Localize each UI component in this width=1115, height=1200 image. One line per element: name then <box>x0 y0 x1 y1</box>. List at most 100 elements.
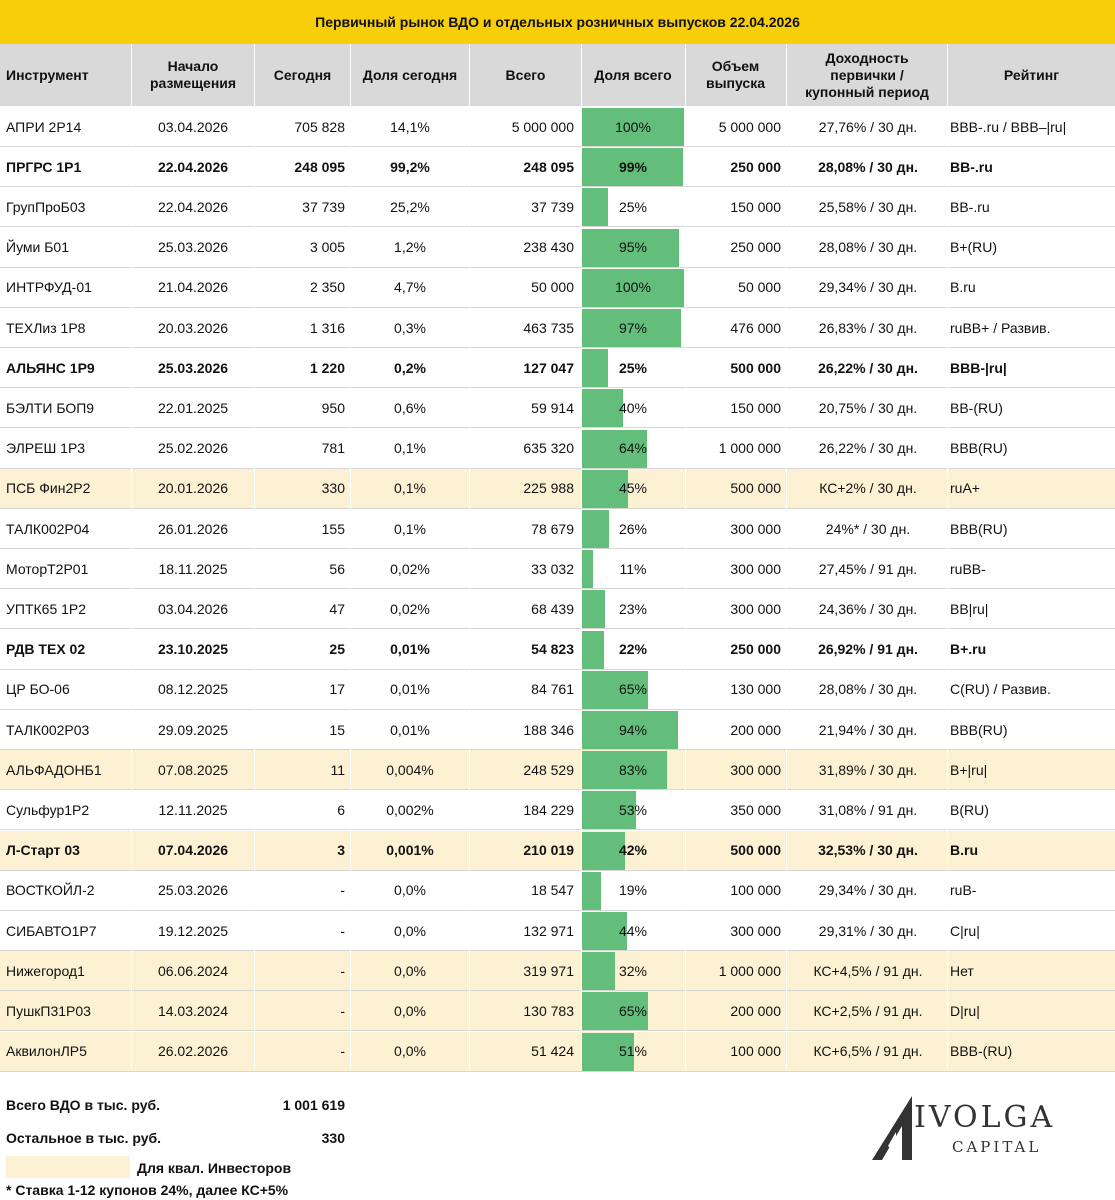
share-total-cell: 99% <box>582 147 684 187</box>
total-cell: 59 914 <box>531 399 574 416</box>
table-row: Л-Старт 03 07.04.2026 3 0,001% 210 019 42% 500… <box>0 830 1115 871</box>
total-cell: 127 047 <box>523 359 574 376</box>
table-row: ПСБ Фин2Р2 20.01.2026 330 0,1% 225 988 45% 500… <box>0 468 1115 509</box>
start-cell: 25.02.2026 <box>157 440 229 457</box>
table-row: ТАЛК002Р04 26.01.2026 155 0,1% 78 679 26% 300 … <box>0 509 1115 549</box>
logo-sub: CAPITAL <box>952 1138 1042 1156</box>
share-total-cell: 95% <box>582 228 684 267</box>
total-cell: 18 547 <box>531 882 574 899</box>
share-total-cell: 100% <box>582 107 684 146</box>
table-row: ГрупПроБ03 22.04.2026 37 739 25,2% 37 739 25%… <box>0 187 1115 228</box>
share-today-cell: 99,2% <box>390 158 430 175</box>
rating-cell: BBB(RU) <box>950 721 1008 738</box>
share-total-cell: 25% <box>582 187 684 227</box>
volume-cell: 300 000 <box>730 600 781 617</box>
name-cell: АквилонЛР5 <box>6 1043 87 1060</box>
share-total-cell: 45% <box>582 469 684 508</box>
logo-name: IVOLGA <box>914 1100 1056 1135</box>
today-cell: 781 <box>321 440 345 457</box>
share-total-text: 65% <box>618 1002 648 1019</box>
share-today-cell: 0,1% <box>394 520 426 537</box>
table-row: УПТК65 1Р2 03.04.2026 47 0,02% 68 439 23% 300 … <box>0 589 1115 630</box>
share-total-cell: 25% <box>582 348 684 388</box>
volume-cell: 250 000 <box>730 641 781 658</box>
total-cell: 50 000 <box>531 279 574 296</box>
share-total-text: 26% <box>618 520 648 537</box>
rating-cell: BBB(RU) <box>950 440 1008 457</box>
share-today-cell: 0,01% <box>390 681 430 698</box>
volume-cell: 200 000 <box>730 721 781 738</box>
start-cell: 22.04.2026 <box>157 198 229 215</box>
name-cell: ВОСТКОЙЛ-2 <box>6 882 95 899</box>
header-yield: Доходность первички / купонный период <box>787 44 947 106</box>
start-cell: 22.01.2025 <box>157 399 229 416</box>
share-total-cell: 83% <box>582 750 684 790</box>
table-row: Сульфур1Р2 12.11.2025 6 0,002% 184 229 53% 350… <box>0 790 1115 831</box>
share-total-cell: 32% <box>582 951 684 991</box>
table-row: ВОСТКОЙЛ-2 25.03.2026 - 0,0% 18 547 19% 100 00… <box>0 871 1115 911</box>
rating-cell: BB|ru| <box>950 600 989 617</box>
volume-cell: 1 000 000 <box>718 440 781 457</box>
name-cell: БЭЛТИ БОП9 <box>6 399 95 416</box>
rating-cell: C|ru| <box>950 922 980 939</box>
yield-cell: 32,53% / 30 дн. <box>818 842 918 859</box>
volume-cell: 150 000 <box>730 399 781 416</box>
total-cell: 188 346 <box>523 721 574 738</box>
start-cell: 06.06.2024 <box>157 962 229 979</box>
share-total-text: 44% <box>618 922 648 939</box>
share-total-cell: 64% <box>582 429 684 468</box>
rating-cell: ruA+ <box>950 480 980 497</box>
table-row: АЛЬЯНС 1Р9 25.03.2026 1 220 0,2% 127 047 25% 5… <box>0 348 1115 389</box>
total-cell: 78 679 <box>531 520 574 537</box>
rating-cell: C(RU) / Развив. <box>950 681 1051 698</box>
share-total-bar <box>582 871 602 910</box>
share-today-cell: 4,7% <box>394 279 426 296</box>
rating-cell: Нет <box>950 962 974 979</box>
share-total-cell: 22% <box>582 630 684 669</box>
share-total-bar <box>582 912 627 950</box>
share-total-bar <box>582 148 683 187</box>
name-cell: МоторТ2Р01 <box>6 560 89 577</box>
share-total-cell: 26% <box>582 509 684 548</box>
total-cell: 319 971 <box>523 962 574 979</box>
share-total-bar <box>582 952 615 991</box>
share-total-text: 42% <box>618 842 648 859</box>
start-cell: 25.03.2026 <box>157 239 229 256</box>
today-cell: - <box>340 1043 345 1060</box>
table-row: РДВ ТЕХ 02 23.10.2025 25 0,01% 54 823 22% 250 … <box>0 630 1115 670</box>
today-cell: 15 <box>329 721 345 738</box>
today-cell: 47 <box>329 600 345 617</box>
ivolga-logo: IVOLGA CAPITAL <box>868 1094 1068 1166</box>
table-header-row: Инструмент Начало размещения Сегодня Дол… <box>0 44 1115 106</box>
table-row: МоторТ2Р01 18.11.2025 56 0,02% 33 032 11% 300 … <box>0 549 1115 590</box>
header-volume-line1: Объем <box>711 58 760 74</box>
footer-other-value: 330 <box>321 1130 345 1146</box>
today-cell: 1 316 <box>309 319 345 336</box>
share-today-cell: 0,0% <box>394 882 426 899</box>
today-cell: 56 <box>329 560 345 577</box>
rating-cell: BB-(RU) <box>950 399 1003 416</box>
today-cell: 1 220 <box>309 359 345 376</box>
share-today-cell: 0,01% <box>390 721 430 738</box>
yield-cell: КС+2% / 30 дн. <box>819 480 917 497</box>
yield-cell: КС+2,5% / 91 дн. <box>813 1002 923 1019</box>
table-row: ТАЛК002Р03 29.09.2025 15 0,01% 188 346 94% 200… <box>0 710 1115 750</box>
volume-cell: 50 000 <box>738 279 781 296</box>
volume-cell: 100 000 <box>730 1043 781 1060</box>
today-cell: - <box>340 1002 345 1019</box>
yield-cell: 21,94% / 30 дн. <box>818 721 918 738</box>
share-today-cell: 0,3% <box>394 319 426 336</box>
share-today-cell: 0,004% <box>386 761 434 778</box>
name-cell: Сульфур1Р2 <box>6 801 90 818</box>
table-row: СИБАВТО1Р7 19.12.2025 - 0,0% 132 971 44% 300 0… <box>0 911 1115 951</box>
today-cell: 3 <box>337 842 345 859</box>
start-cell: 14.03.2024 <box>157 1002 229 1019</box>
share-total-text: 100% <box>615 279 651 296</box>
share-total-text: 64% <box>618 440 648 457</box>
rating-cell: BBB-|ru| <box>950 359 1007 376</box>
table-title: Первичный рынок ВДО и отдельных розничны… <box>0 0 1115 44</box>
start-cell: 20.03.2026 <box>157 319 229 336</box>
today-cell: 155 <box>321 520 345 537</box>
rating-cell: B+(RU) <box>950 239 998 256</box>
table-row: ИНТРФУД-01 21.04.2026 2 350 4,7% 50 000 100% 5… <box>0 268 1115 308</box>
